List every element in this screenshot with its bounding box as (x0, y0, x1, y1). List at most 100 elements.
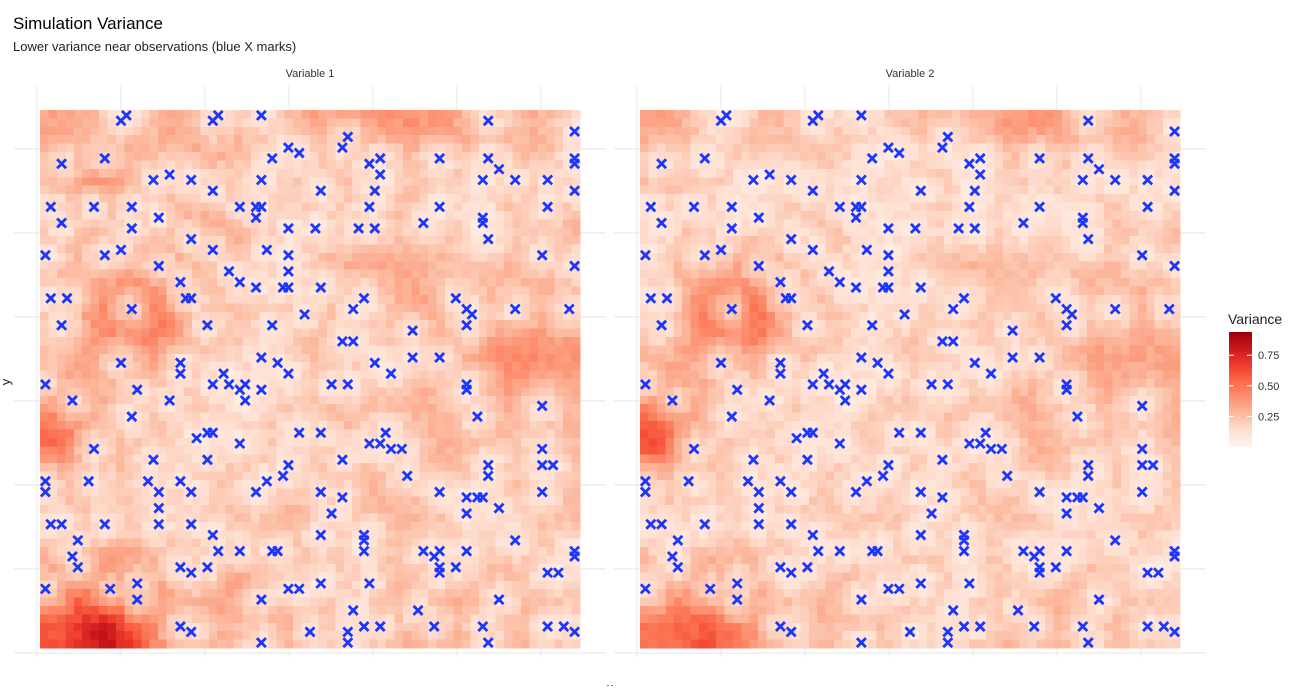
heat-tile (226, 581, 235, 590)
heat-tile (293, 337, 302, 346)
heat-tile (352, 497, 361, 506)
heat-tile (403, 640, 412, 649)
heat-tile (470, 337, 479, 346)
heat-tile (470, 429, 479, 438)
heat-tile (437, 379, 446, 388)
heat-tile (82, 404, 91, 413)
heat-tile (826, 169, 835, 178)
heat-tile (200, 202, 209, 211)
heat-tile (91, 387, 100, 396)
heat-tile (453, 303, 462, 312)
heat-tile (268, 236, 277, 245)
heat-tile (74, 261, 83, 270)
heat-tile (369, 505, 378, 514)
heat-tile (1146, 152, 1155, 161)
heat-tile (420, 497, 429, 506)
heat-tile (276, 211, 285, 220)
heat-tile (546, 413, 555, 422)
heat-tile (394, 245, 403, 254)
heat-tile (1037, 169, 1046, 178)
heat-tile (65, 135, 74, 144)
heat-tile (318, 556, 327, 565)
heat-tile (175, 505, 184, 514)
heat-tile (428, 177, 437, 186)
heat-tile (378, 329, 387, 338)
heat-tile (310, 337, 319, 346)
heat-tile (40, 135, 49, 144)
heat-tile (445, 606, 454, 615)
heat-tile (200, 211, 209, 220)
heat-tile (65, 631, 74, 640)
heat-tile (868, 186, 877, 195)
heat-tile (65, 598, 74, 607)
heat-tile (378, 522, 387, 531)
heat-tile (175, 463, 184, 472)
heat-tile (555, 387, 564, 396)
heat-tile (268, 421, 277, 430)
heat-tile (82, 371, 91, 380)
heat-tile (175, 329, 184, 338)
heat-tile (82, 211, 91, 220)
heat-tile (572, 463, 581, 472)
heat-tile (496, 488, 505, 497)
heat-tile (750, 144, 759, 153)
heat-tile (851, 127, 860, 136)
heat-tile (167, 421, 176, 430)
heat-tile (133, 160, 142, 169)
heat-tile (750, 110, 759, 119)
heat-tile (394, 480, 403, 489)
heat-tile (437, 514, 446, 523)
heat-tile (428, 253, 437, 262)
heat-tile (470, 556, 479, 565)
heat-tile (479, 589, 488, 598)
heat-tile (538, 287, 547, 296)
heat-tile (183, 404, 192, 413)
heat-tile (978, 127, 987, 136)
heat-tile (243, 253, 252, 262)
heat-tile (1121, 186, 1130, 195)
heat-tile (251, 186, 260, 195)
heat-tile (327, 522, 336, 531)
heat-tile (352, 640, 361, 649)
heat-tile (437, 135, 446, 144)
heat-tile (902, 186, 911, 195)
heat-tile (234, 236, 243, 245)
heat-tile (394, 421, 403, 430)
heat-tile (529, 354, 538, 363)
heat-tile (108, 505, 117, 514)
heat-tile (445, 547, 454, 556)
heat-tile (445, 354, 454, 363)
heat-tile (318, 631, 327, 640)
heat-tile (1113, 110, 1122, 119)
heat-tile (74, 429, 83, 438)
heat-tile (293, 118, 302, 127)
heat-tile (226, 572, 235, 581)
heat-tile (741, 160, 750, 169)
heat-tile (513, 371, 522, 380)
heat-tile (141, 497, 150, 506)
heat-tile (411, 152, 420, 161)
heat-tile (40, 160, 49, 169)
heat-tile (234, 135, 243, 144)
heat-tile (327, 253, 336, 262)
heat-tile (529, 135, 538, 144)
heat-tile (276, 152, 285, 161)
heat-tile (453, 202, 462, 211)
heat-tile (691, 160, 700, 169)
heat-tile (158, 438, 167, 447)
heat-tile (327, 572, 336, 581)
heat-tile (935, 118, 944, 127)
heat-tile (192, 421, 201, 430)
heat-tile (108, 598, 117, 607)
heat-tile (217, 320, 226, 329)
heat-tile (82, 522, 91, 531)
heat-tile (529, 480, 538, 489)
heat-tile (226, 194, 235, 203)
heat-tile (504, 287, 513, 296)
heat-tile (572, 413, 581, 422)
heat-tile (158, 539, 167, 548)
heat-tile (513, 219, 522, 228)
heat-tile (192, 194, 201, 203)
heat-tile (1146, 118, 1155, 127)
heat-tile (352, 144, 361, 153)
